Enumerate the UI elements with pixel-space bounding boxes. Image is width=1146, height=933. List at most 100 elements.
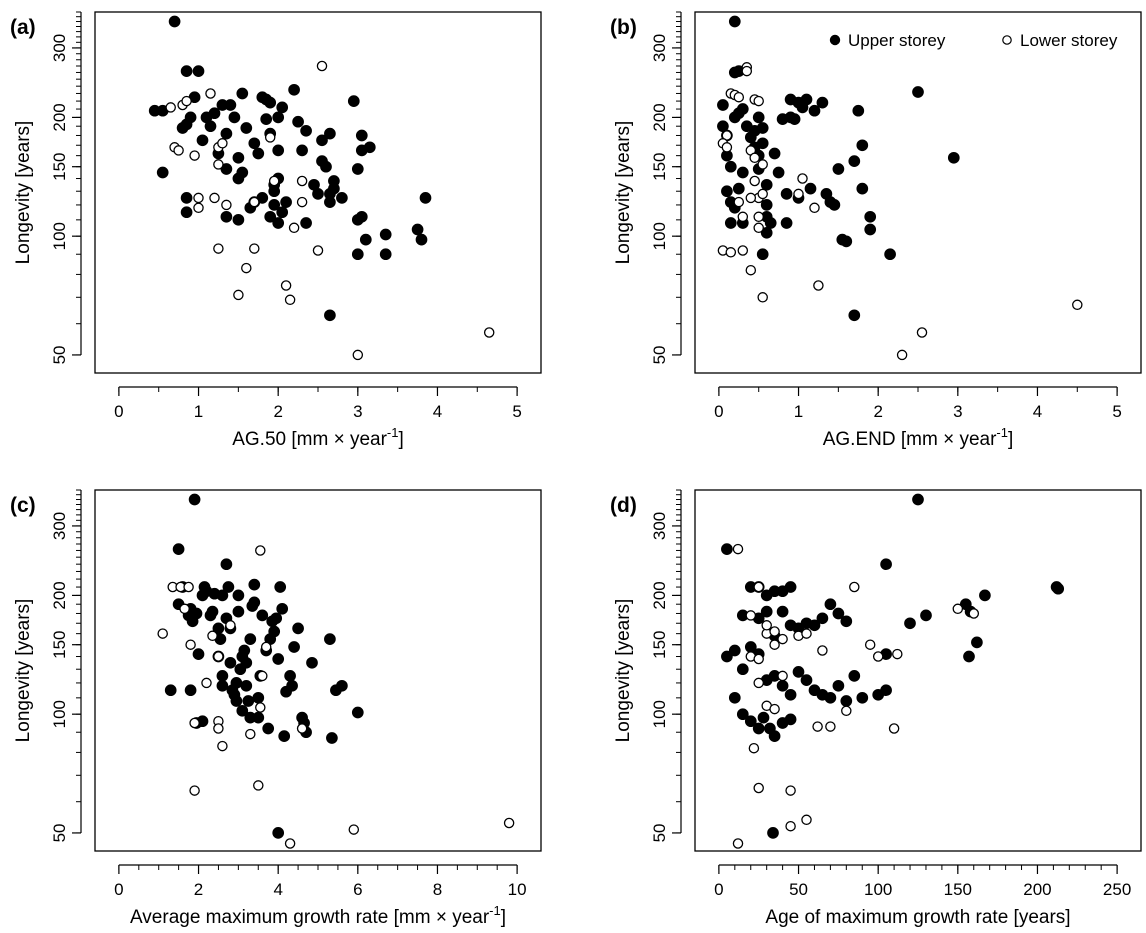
point-lower bbox=[849, 581, 860, 593]
point-upper bbox=[312, 188, 324, 200]
point-lower bbox=[793, 188, 804, 200]
point-upper bbox=[180, 206, 193, 219]
point-lower bbox=[233, 289, 244, 301]
point-upper bbox=[351, 163, 364, 175]
point-lower bbox=[748, 742, 760, 754]
point-lower bbox=[157, 628, 168, 639]
point-upper bbox=[756, 122, 769, 134]
point-upper bbox=[721, 185, 733, 198]
point-upper bbox=[260, 113, 273, 125]
x-tick-label: 3 bbox=[953, 402, 962, 421]
point-lower bbox=[241, 262, 252, 274]
point-upper bbox=[216, 670, 229, 682]
point-lower bbox=[268, 175, 280, 187]
point-lower bbox=[785, 785, 796, 796]
point-upper bbox=[232, 589, 245, 602]
point-upper bbox=[284, 670, 296, 682]
point-lower bbox=[221, 199, 232, 211]
point-lower bbox=[968, 608, 980, 619]
point-upper bbox=[244, 633, 257, 645]
x-tick-label: 0 bbox=[114, 880, 123, 899]
point-lower bbox=[503, 817, 515, 829]
point-upper bbox=[971, 636, 983, 649]
point-upper bbox=[752, 722, 765, 735]
x-tick-label: 50 bbox=[789, 880, 808, 899]
point-lower bbox=[483, 327, 495, 338]
point-upper bbox=[272, 217, 285, 229]
point-lower bbox=[255, 545, 266, 556]
x-tick-label: 150 bbox=[944, 880, 972, 899]
point-upper bbox=[776, 679, 789, 692]
point-lower bbox=[737, 211, 749, 223]
point-lower bbox=[757, 292, 768, 303]
y-axis-title: Longevity [years] bbox=[613, 121, 634, 265]
point-upper bbox=[757, 711, 770, 724]
point-lower bbox=[753, 677, 764, 689]
point-lower bbox=[732, 838, 744, 849]
y-axis-title: Longevity [years] bbox=[613, 599, 634, 743]
point-lower bbox=[721, 142, 733, 153]
point-upper bbox=[272, 111, 285, 124]
point-lower bbox=[284, 294, 296, 306]
point-lower bbox=[757, 188, 768, 200]
point-upper bbox=[856, 182, 869, 195]
panel-label: (a) bbox=[10, 16, 36, 39]
point-upper bbox=[292, 115, 304, 128]
x-tick-label: 2 bbox=[273, 402, 282, 421]
point-upper bbox=[220, 558, 233, 571]
point-upper bbox=[232, 151, 245, 164]
point-upper bbox=[756, 137, 769, 150]
legend: Upper storey Lower storey bbox=[829, 31, 1118, 50]
point-upper bbox=[828, 199, 841, 211]
point-upper bbox=[880, 558, 892, 571]
point-lower bbox=[841, 705, 852, 717]
point-lower bbox=[733, 196, 745, 208]
point-upper bbox=[232, 605, 245, 618]
point-upper bbox=[172, 543, 185, 555]
y-tick-label: 300 bbox=[50, 512, 69, 540]
x-axis-title: AG.END [mm × year-1] bbox=[823, 425, 1014, 450]
point-upper bbox=[336, 679, 348, 692]
y-axis-title: Longevity [years] bbox=[13, 599, 34, 743]
x-axis-title: AG.50 [mm × year-1] bbox=[232, 425, 404, 450]
legend-upper-label: Upper storey bbox=[848, 31, 946, 50]
y-tick-label: 150 bbox=[650, 631, 669, 659]
point-lower bbox=[225, 620, 236, 631]
x-tick-label: 0 bbox=[714, 880, 723, 899]
point-upper bbox=[840, 235, 853, 248]
point-upper bbox=[351, 248, 364, 261]
point-lower bbox=[316, 60, 328, 72]
point-upper bbox=[848, 309, 861, 322]
point-lower bbox=[725, 247, 737, 258]
point-upper bbox=[767, 827, 779, 839]
point-upper bbox=[788, 113, 801, 125]
y-tick-label: 100 bbox=[50, 222, 69, 250]
x-axis-title-superscript: -1 bbox=[996, 425, 1008, 440]
y-tick-label: 300 bbox=[650, 512, 669, 540]
point-lower bbox=[749, 175, 760, 187]
point-lower bbox=[825, 721, 836, 732]
point-upper bbox=[736, 166, 749, 179]
panel-3: (c) 0 2 4 6 8 10 50 100 150 200 300 Average maximum … bbox=[10, 489, 542, 928]
x-tick-label: 4 bbox=[1033, 402, 1042, 421]
point-upper bbox=[296, 144, 308, 157]
series-upper-storey bbox=[721, 493, 1065, 839]
point-upper bbox=[252, 147, 265, 160]
point-lower bbox=[348, 824, 360, 835]
point-lower bbox=[761, 620, 772, 631]
point-lower bbox=[1072, 299, 1083, 311]
point-upper bbox=[721, 543, 733, 555]
point-upper bbox=[240, 122, 253, 134]
point-upper bbox=[176, 122, 189, 134]
x-tick-label: 3 bbox=[353, 402, 362, 421]
point-upper bbox=[240, 679, 253, 692]
point-upper bbox=[236, 704, 249, 717]
plot-frame bbox=[694, 489, 1142, 852]
point-upper bbox=[206, 605, 219, 618]
point-upper bbox=[184, 684, 197, 697]
point-lower bbox=[217, 740, 228, 752]
panel-label: (b) bbox=[610, 16, 637, 39]
point-lower bbox=[296, 723, 308, 734]
point-lower bbox=[813, 280, 824, 291]
point-upper bbox=[224, 99, 237, 111]
